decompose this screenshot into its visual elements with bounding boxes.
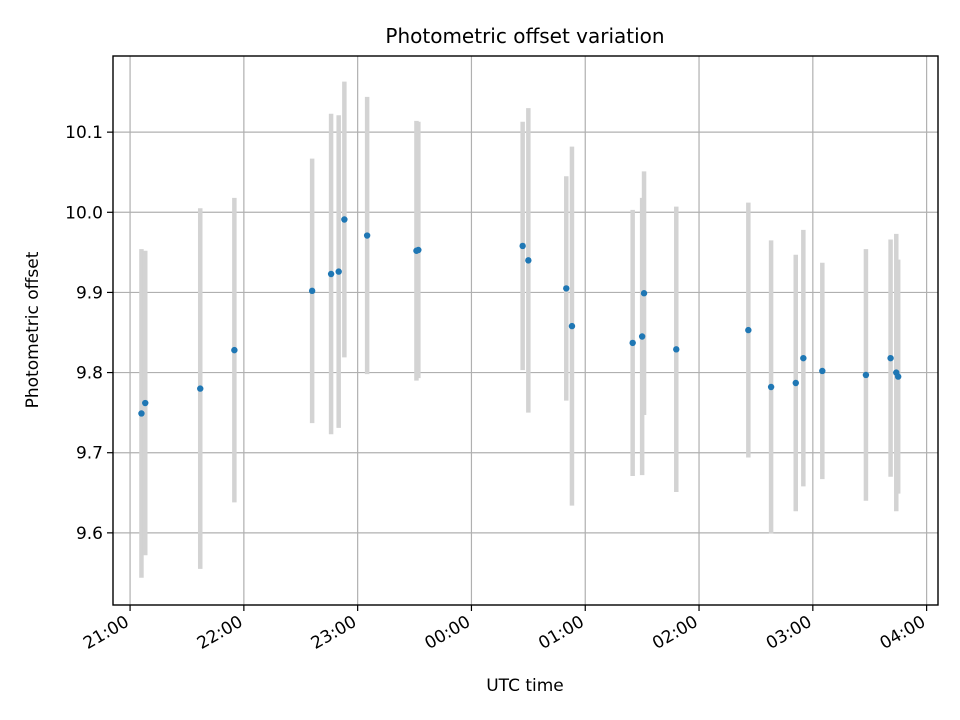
data-point bbox=[525, 257, 532, 264]
data-point bbox=[231, 346, 238, 354]
data-point bbox=[568, 322, 576, 330]
y-tick: 10.1 bbox=[65, 123, 113, 143]
data-point bbox=[363, 232, 371, 239]
y-tick: 10.0 bbox=[65, 203, 113, 223]
data-point bbox=[197, 385, 204, 392]
data-point bbox=[767, 383, 775, 391]
data-point bbox=[563, 285, 570, 292]
y-tick-label: 9.6 bbox=[76, 524, 103, 544]
data-point bbox=[894, 373, 902, 380]
data-point bbox=[800, 354, 807, 362]
data-point bbox=[519, 242, 526, 250]
y-tick-label: 9.7 bbox=[76, 444, 103, 464]
data-point bbox=[335, 268, 342, 275]
data-points bbox=[138, 216, 902, 417]
data-point bbox=[341, 216, 348, 223]
y-tick-label: 9.9 bbox=[76, 283, 103, 303]
chart-title: Photometric offset variation bbox=[385, 24, 664, 48]
data-point bbox=[415, 246, 422, 254]
data-point bbox=[673, 346, 680, 353]
y-tick-label: 10.0 bbox=[65, 203, 103, 223]
data-point bbox=[308, 287, 316, 295]
x-axis-label: UTC time bbox=[486, 676, 564, 696]
y-tick: 9.8 bbox=[76, 364, 113, 384]
grid-lines bbox=[113, 56, 938, 605]
y-tick: 9.9 bbox=[76, 283, 113, 303]
data-point bbox=[629, 339, 636, 347]
y-tick: 9.6 bbox=[76, 524, 113, 544]
data-point bbox=[327, 270, 335, 278]
y-axis-label: Photometric offset bbox=[23, 251, 43, 408]
plot-frame bbox=[112, 55, 939, 606]
y-tick-label: 9.8 bbox=[76, 364, 103, 384]
data-point bbox=[745, 326, 752, 334]
data-point bbox=[792, 379, 799, 387]
data-point bbox=[819, 367, 826, 375]
data-point bbox=[862, 371, 870, 379]
y-tick-label: 10.1 bbox=[65, 123, 103, 143]
data-point bbox=[640, 290, 648, 297]
data-point bbox=[887, 354, 894, 362]
y-axis-ticks: 9.6 9.7 9.8 9.9 10.0 10.1 bbox=[65, 123, 113, 544]
y-tick: 9.7 bbox=[76, 444, 113, 464]
data-point bbox=[138, 410, 145, 417]
data-point bbox=[638, 333, 646, 340]
data-point bbox=[142, 399, 149, 407]
